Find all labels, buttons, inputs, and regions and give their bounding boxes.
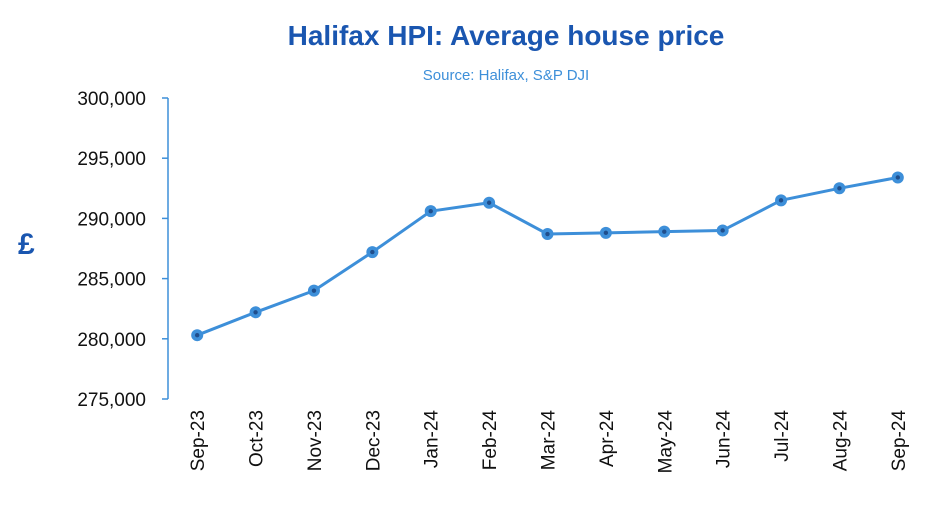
y-tick-label: 290,000 <box>77 209 146 230</box>
data-point-center <box>253 310 258 315</box>
data-point-center <box>603 230 609 236</box>
y-tick-label: 285,000 <box>77 270 146 291</box>
x-tick-label: May-24 <box>655 410 676 474</box>
x-tick-label: Sep-23 <box>188 410 209 471</box>
data-point-center <box>895 175 901 180</box>
data-point-center <box>545 231 550 237</box>
x-tick-label: Jul-24 <box>772 410 793 462</box>
data-point-center <box>311 288 317 293</box>
x-tick-label: Dec-23 <box>363 410 384 471</box>
y-tick-label: 300,000 <box>77 89 146 110</box>
x-tick-label: Apr-24 <box>597 410 618 467</box>
y-tick-label: 280,000 <box>77 330 146 351</box>
x-tick-label: Jun-24 <box>714 410 735 469</box>
x-tick-label: Feb-24 <box>480 410 501 471</box>
y-tick-label: 275,000 <box>77 390 146 411</box>
data-point-center <box>194 332 200 338</box>
series-line <box>196 175 899 337</box>
data-point-center <box>486 200 492 205</box>
x-tick-label: Sep-24 <box>889 410 910 472</box>
y-tick-label: 295,000 <box>77 149 146 170</box>
x-tick-label: Mar-24 <box>539 410 560 471</box>
chart-title: Halifax HPI: Average house price <box>287 20 725 51</box>
x-tick-label: Nov-23 <box>305 410 326 471</box>
data-point-center <box>370 249 375 255</box>
data-point-center <box>720 228 725 233</box>
x-tick-label: Jan-24 <box>422 410 443 469</box>
x-tick-label: Oct-23 <box>247 410 268 467</box>
data-point-center <box>837 186 842 191</box>
data-point-center <box>662 229 667 234</box>
y-axis-label: £ <box>18 228 35 261</box>
data-point-center <box>778 198 784 203</box>
data-point-center <box>428 208 433 214</box>
x-tick-label: Aug-24 <box>830 410 851 472</box>
chart-subtitle: Source: Halifax, S&P DJI <box>422 67 590 84</box>
